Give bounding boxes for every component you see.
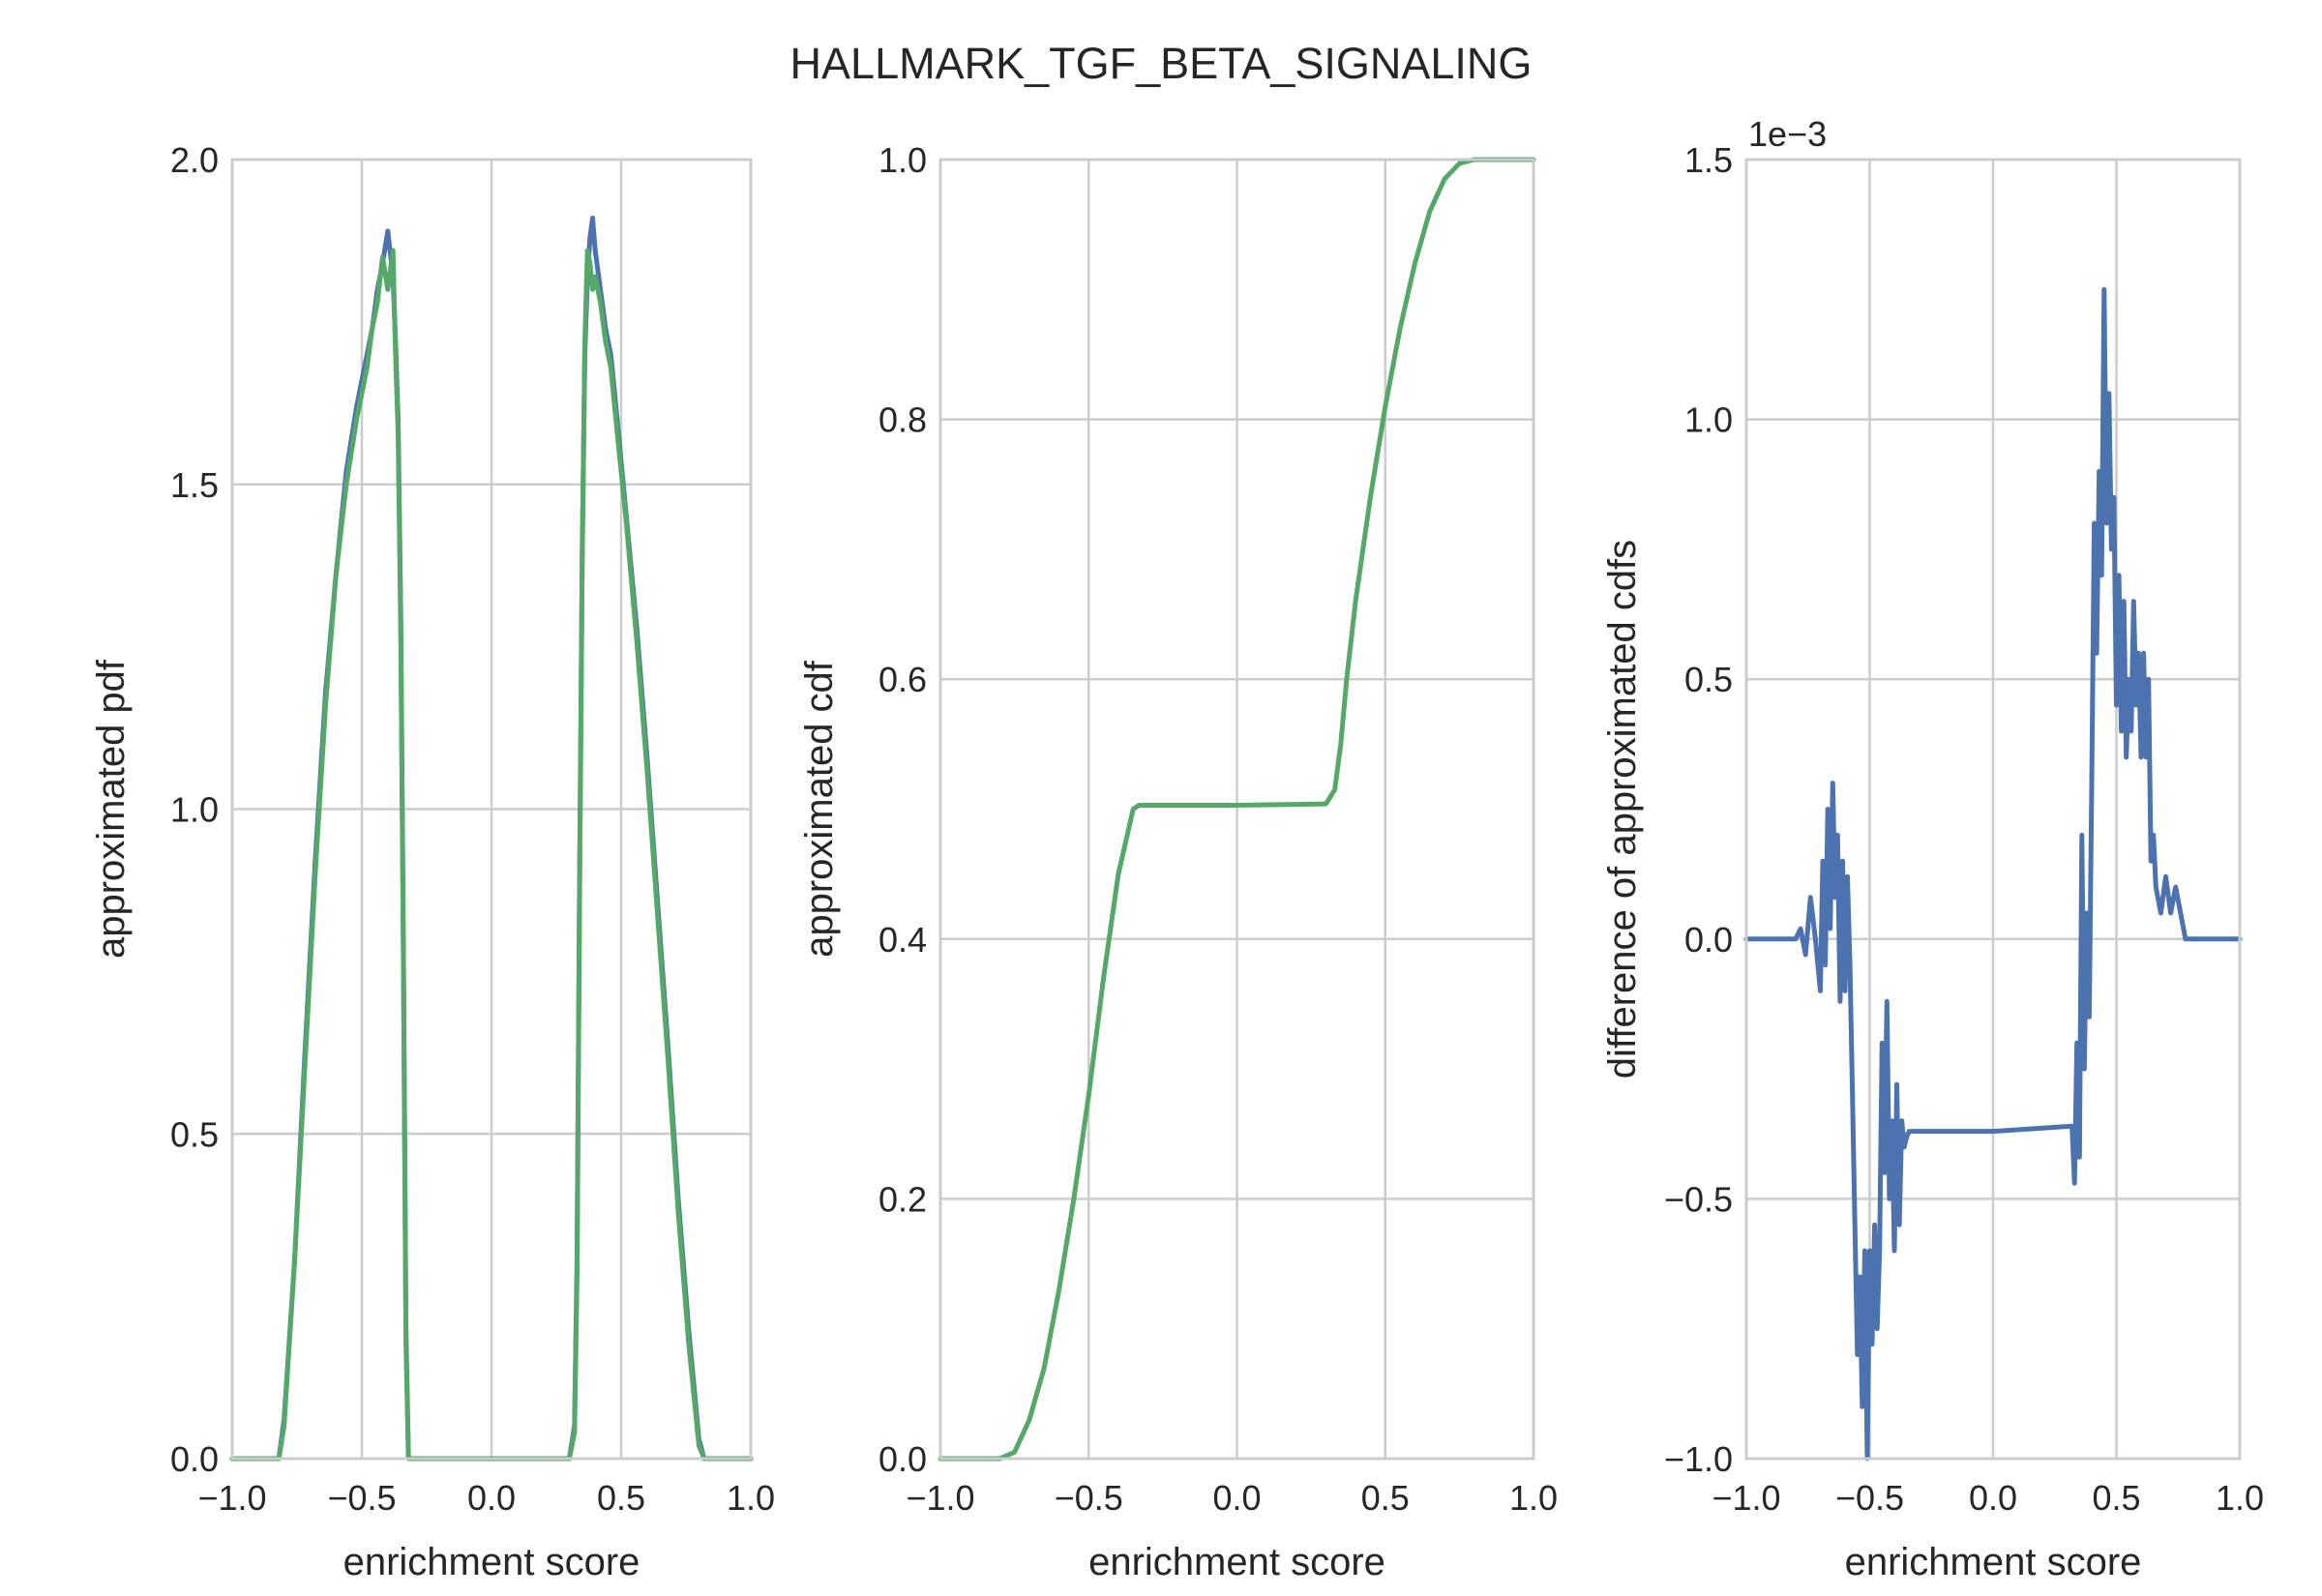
diff-y-axis-label: difference of approximated cdfs [1601, 540, 1644, 1079]
diff-y-tick-label: 1.0 [1684, 400, 1733, 440]
pdf-x-tick-label: 0.5 [597, 1478, 645, 1518]
cdf-y-tick-label: 0.0 [878, 1439, 927, 1479]
cdf-x-tick-label: −1.0 [906, 1478, 974, 1518]
cdf-x-tick-label: 0.0 [1212, 1478, 1261, 1518]
diff-y-tick-label: 0.5 [1684, 660, 1733, 699]
cdf-x-tick-label: 0.5 [1361, 1478, 1410, 1518]
pdf-x-tick-label: −0.5 [327, 1478, 396, 1518]
pdf-y-axis-label: approximated pdf [90, 659, 133, 959]
diff-x-axis-label: enrichment score [1845, 1541, 2142, 1583]
figure-title: HALLMARK_TGF_BETA_SIGNALING [789, 39, 1533, 88]
pdf-x-axis-label: enrichment score [343, 1541, 640, 1583]
cdf-x-axis-label: enrichment score [1088, 1541, 1385, 1583]
pdf-plot: −1.0 −0.5 0.0 0.5 1.0 0.0 0.5 1.0 1.5 2.0 enrichme… [90, 140, 775, 1583]
cdf-plot: −1.0 −0.5 0.0 0.5 1.0 0.0 0.2 0.4 0.6 0.8 1.0 enric… [798, 140, 1558, 1583]
diff-y-tick-label: −0.5 [1664, 1179, 1733, 1219]
cdf-y-tick-label: 1.0 [878, 140, 927, 180]
diff-x-tick-label: 1.0 [2216, 1478, 2264, 1518]
diff-x-tick-label: −1.0 [1712, 1478, 1780, 1518]
diff-x-tick-label: 0.0 [1969, 1478, 2017, 1518]
pdf-x-tick-label: −1.0 [197, 1478, 266, 1518]
cdf-y-tick-label: 0.2 [878, 1179, 927, 1219]
cdf-x-tick-label: 1.0 [1509, 1478, 1558, 1518]
diff-y-tick-label: −1.0 [1664, 1439, 1733, 1479]
diff-y-tick-label: 0.0 [1684, 920, 1733, 960]
diff-x-tick-label: 0.5 [2092, 1478, 2140, 1518]
pdf-x-tick-label: 1.0 [727, 1478, 775, 1518]
pdf-axes-frame [230, 158, 753, 1461]
pdf-x-tick-label: 0.0 [467, 1478, 516, 1518]
diff-x-tick-label: −0.5 [1835, 1478, 1904, 1518]
diff-plot: −1.0 −0.5 0.0 0.5 1.0 −1.0 −0.5 0.0 0.5 1.0 1.5 enr… [1601, 114, 2264, 1583]
cdf-y-tick-label: 0.4 [878, 920, 927, 960]
pdf-y-tick-label: 1.5 [170, 465, 219, 505]
diff-axes-frame [1744, 158, 2242, 1461]
cdf-y-tick-label: 0.6 [878, 660, 927, 699]
diff-series-line-0 [1743, 286, 2243, 1462]
diff-offset-text: 1e−3 [1748, 114, 1827, 154]
cdf-x-tick-label: −0.5 [1055, 1478, 1123, 1518]
diff-y-tick-label: 1.5 [1684, 140, 1733, 180]
cdf-series-line-0 [938, 157, 1536, 1462]
pdf-y-tick-label: 0.5 [170, 1114, 219, 1154]
cdf-y-tick-label: 0.8 [878, 400, 927, 440]
cdf-y-axis-label: approximated cdf [798, 660, 841, 958]
pdf-y-tick-label: 2.0 [170, 140, 219, 180]
pdf-y-tick-label: 1.0 [170, 790, 219, 830]
cdf-axes-frame [938, 158, 1535, 1461]
pdf-y-tick-label: 0.0 [170, 1439, 219, 1479]
